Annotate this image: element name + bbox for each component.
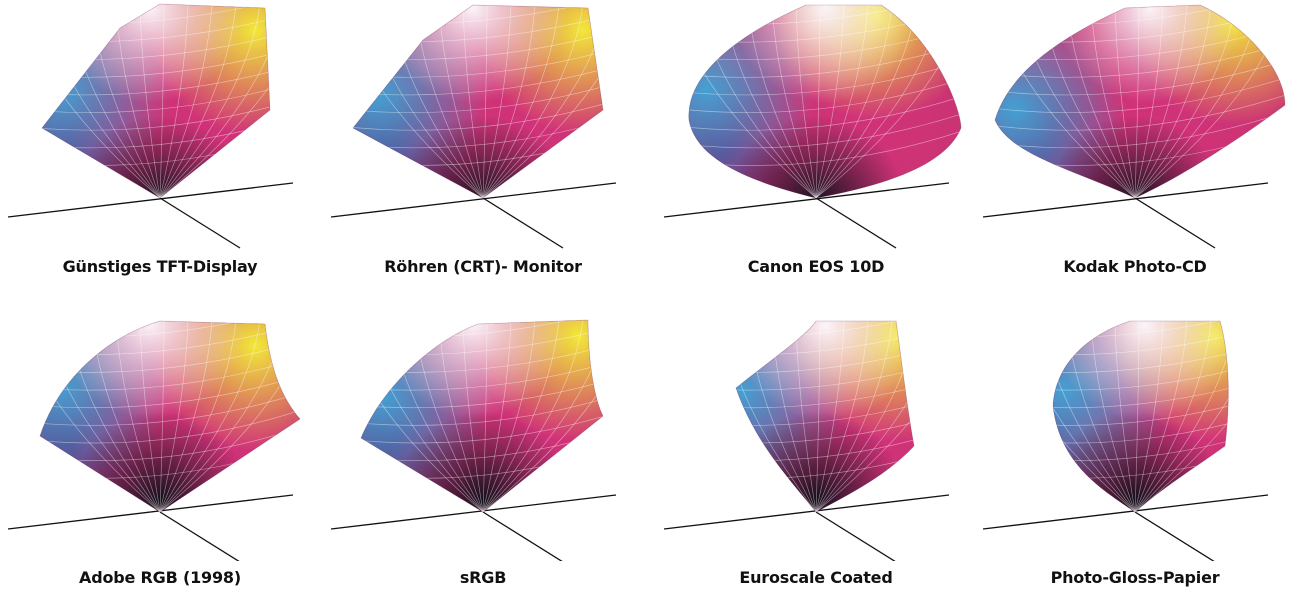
gamut-caption: Röhren (CRT)- Monitor <box>384 257 582 276</box>
gamut-body <box>361 320 603 512</box>
gamut-solid-srgb <box>330 319 617 561</box>
gamut-solid-adobe <box>7 320 301 561</box>
axis-line <box>159 511 240 561</box>
axis-line <box>330 182 617 218</box>
axis-line <box>159 197 241 249</box>
gamut-panel-crt: Röhren (CRT)- Monitor <box>323 0 643 295</box>
axis-line <box>982 494 1269 530</box>
gamut-solid-euro <box>663 320 950 561</box>
axis-line <box>7 182 294 218</box>
gamut-panel-kodak: Kodak Photo-CD <box>975 0 1295 295</box>
axis-line <box>815 511 896 561</box>
gamut-solid-canon <box>663 4 962 249</box>
axis-line <box>482 197 564 249</box>
gamut-panel-srgb: sRGB <box>323 296 643 591</box>
axis-line <box>663 182 950 218</box>
gamut-panel-euro: Euroscale Coated <box>656 296 976 591</box>
gamut-caption: Adobe RGB (1998) <box>79 568 241 587</box>
gamut-caption: Canon EOS 10D <box>747 257 885 276</box>
gamut-panel-photo: Photo-Gloss-Papier <box>975 296 1295 591</box>
gamut-panel-tft: Günstiges TFT-Display <box>0 0 320 295</box>
axis-line <box>7 494 294 530</box>
gamut-solid-crt <box>330 4 617 249</box>
gamut-panel-canon: Canon EOS 10D <box>656 0 976 295</box>
axis-line <box>482 511 563 561</box>
axis-line <box>663 494 950 530</box>
gamut-caption: Kodak Photo-CD <box>1063 257 1207 276</box>
gamut-panel-adobe: Adobe RGB (1998) <box>0 296 320 591</box>
gamut-body <box>1053 321 1229 512</box>
gamut-body <box>736 321 914 512</box>
gamut-caption: Photo-Gloss-Papier <box>1050 568 1220 587</box>
gamut-caption: sRGB <box>459 568 507 587</box>
axis-line <box>1134 511 1215 561</box>
axis-line <box>982 182 1269 218</box>
gamut-caption: Euroscale Coated <box>739 568 893 587</box>
gamut-solid-photo <box>982 320 1269 561</box>
gamut-solid-kodak <box>982 4 1286 249</box>
axis-line <box>1134 197 1216 249</box>
gamut-solid-tft <box>7 3 294 249</box>
axis-line <box>815 197 897 249</box>
gamut-body <box>40 321 300 512</box>
axis-line <box>330 494 617 530</box>
gamut-caption: Günstiges TFT-Display <box>62 257 258 276</box>
